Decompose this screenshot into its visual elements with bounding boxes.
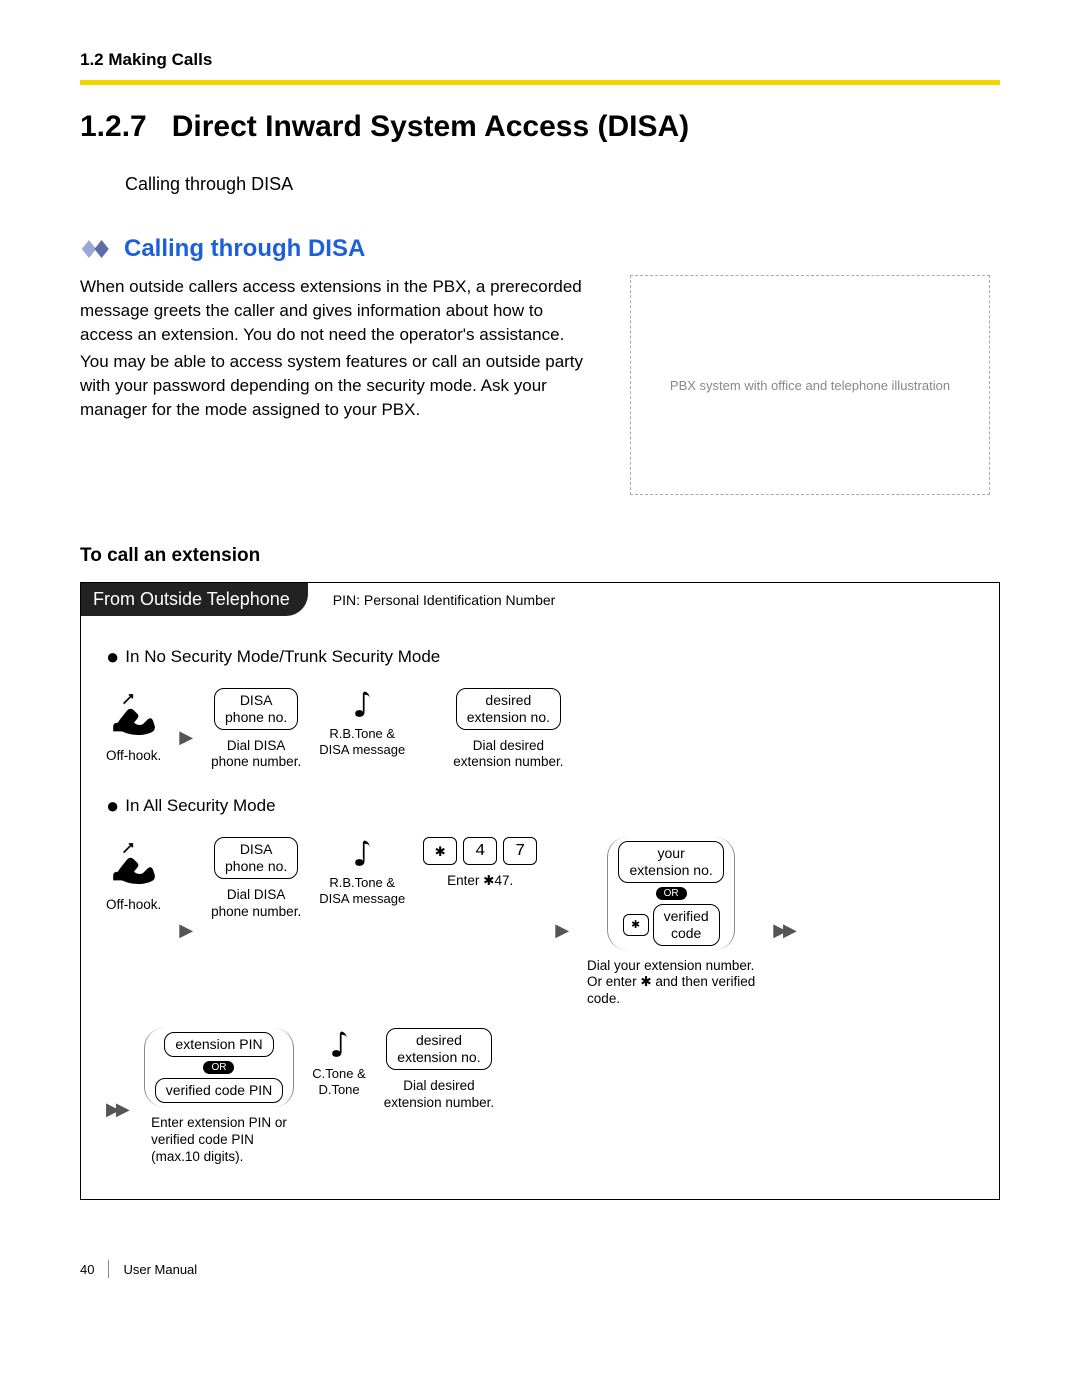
handset-icon [108, 837, 160, 889]
step-offhook-2: Off-hook. [106, 837, 161, 914]
subheading: Calling through DISA [124, 235, 365, 263]
step-desired-ext-2: desired extension no. Dial desired exten… [384, 1028, 494, 1111]
dial-your-caption: Dial your extension number.Or enter ✱ an… [587, 958, 755, 1009]
music-note-icon [348, 688, 376, 722]
or-pill: OR [656, 887, 687, 900]
breadcrumb: 1.2 Making Calls [80, 50, 1000, 70]
diamond-icon [80, 238, 116, 260]
step-ctone: C.Tone & D.Tone [312, 1028, 365, 1097]
paragraph-2: You may be able to access system feature… [80, 350, 590, 421]
mode-2-label: ●In All Security Mode [106, 793, 974, 819]
pbx-illustration: PBX system with office and telephone ill… [630, 275, 990, 495]
mode-1-label: ●In No Security Mode/Trunk Security Mode [106, 644, 974, 670]
flow-mode2-row1: Off-hook. ▶ DISA phone no. Dial DISA pho… [106, 837, 974, 1008]
double-arrow-icon: ▶▶ [106, 1099, 126, 1120]
context-tab: From Outside Telephone [81, 583, 308, 616]
arrow-icon: ▶ [179, 727, 193, 748]
subtitle-link: Calling through DISA [125, 174, 1000, 195]
procedure-heading: To call an extension [80, 545, 1000, 567]
ext-or-verified: your extension no. OR ✱ verified code [607, 837, 734, 949]
ext-pin-box: extension PIN [164, 1032, 273, 1057]
key-7: 7 [503, 837, 537, 865]
arrow-icon: ▶ [179, 920, 193, 941]
footer-label: User Manual [123, 1262, 197, 1277]
page-number: 40 [80, 1262, 94, 1277]
step-disa-no: DISA phone no. Dial DISA phone number. [211, 688, 301, 771]
flow-mode2-row2: ▶▶ extension PIN OR verified code PIN En… [106, 1028, 974, 1165]
intro-text: When outside callers access extensions i… [80, 275, 590, 495]
paragraph-1: When outside callers access extensions i… [80, 275, 590, 346]
disa-box-2: DISA phone no. [214, 837, 298, 879]
footer-separator [108, 1260, 109, 1278]
pin-note: PIN: Personal Identification Number [333, 592, 556, 608]
step-offhook: Off-hook. [106, 688, 161, 765]
pin-or-verified: extension PIN OR verified code PIN [144, 1028, 295, 1107]
step-tone-2: R.B.Tone & DISA message [319, 837, 405, 906]
step-your-ext: your extension no. OR ✱ verified code Di… [587, 837, 755, 1008]
key-star: ✱ [423, 837, 457, 865]
dial-desired-caption-2: Dial desired extension number. [384, 1078, 494, 1112]
key-star-small: ✱ [623, 914, 649, 936]
ctone-caption: C.Tone & D.Tone [312, 1066, 365, 1097]
verified-pin-box: verified code PIN [155, 1078, 284, 1103]
procedure-box: From Outside Telephone PIN: Personal Ide… [80, 582, 1000, 1200]
step-desired-ext: desired extension no. Dial desired exten… [453, 688, 563, 771]
mode-1-text: In No Security Mode/Trunk Security Mode [125, 647, 440, 666]
enter-pin-caption: Enter extension PIN or verified code PIN… [151, 1115, 287, 1166]
rbtone-caption-2: R.B.Tone & DISA message [319, 875, 405, 906]
section-number: 1.2.7 [80, 110, 147, 144]
arrow-icon: ▶ [555, 920, 569, 941]
dial-disa-caption-2: Dial DISA phone number. [211, 887, 301, 921]
step-pin: extension PIN OR verified code PIN Enter… [144, 1028, 295, 1165]
or-pill-2: OR [203, 1061, 234, 1074]
step-tone: R.B.Tone & DISA message [319, 688, 405, 757]
desired-ext-box: desired extension no. [456, 688, 561, 730]
offhook-caption-2: Off-hook. [106, 897, 161, 914]
dial-desired-caption: Dial desired extension number. [453, 738, 563, 772]
page-footer: 40 User Manual [80, 1260, 1000, 1278]
key-4: 4 [463, 837, 497, 865]
rbtone-caption: R.B.Tone & DISA message [319, 726, 405, 757]
desired-ext-box-2: desired extension no. [386, 1028, 491, 1070]
offhook-caption: Off-hook. [106, 748, 161, 765]
mode-2-text: In All Security Mode [125, 796, 275, 815]
page-title: 1.2.7 Direct Inward System Access (DISA) [80, 110, 1000, 144]
disa-box: DISA phone no. [214, 688, 298, 730]
double-arrow-icon: ▶▶ [773, 920, 793, 941]
title-text: Direct Inward System Access (DISA) [172, 110, 689, 143]
flow-mode1: Off-hook. ▶ DISA phone no. Dial DISA pho… [106, 688, 974, 771]
step-disa-no-2: DISA phone no. Dial DISA phone number. [211, 837, 301, 920]
enter47-caption: Enter ✱47. [447, 873, 513, 890]
handset-icon [108, 688, 160, 740]
dial-disa-caption: Dial DISA phone number. [211, 738, 301, 772]
your-ext-box: your extension no. [618, 841, 723, 883]
step-star47: ✱ 4 7 Enter ✱47. [423, 837, 537, 890]
header-rule [80, 80, 1000, 85]
verified-code-box: verified code [653, 904, 720, 946]
music-note-icon [325, 1028, 353, 1062]
music-note-icon [348, 837, 376, 871]
